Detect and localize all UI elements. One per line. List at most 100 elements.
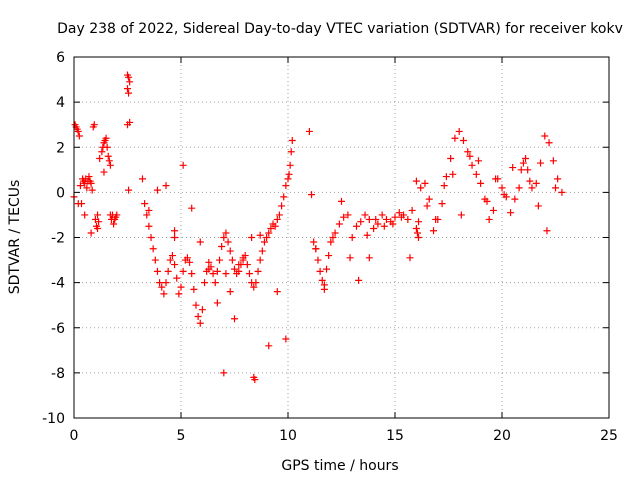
data-point-marker	[147, 234, 155, 241]
y-tick-label: 6	[56, 50, 65, 66]
data-point-marker	[254, 267, 262, 275]
data-point-marker	[220, 234, 228, 241]
data-point-marker	[421, 179, 429, 187]
plot-frame	[73, 56, 610, 419]
data-point-marker	[522, 155, 530, 163]
data-point-marker	[96, 155, 104, 163]
data-point-marker	[216, 256, 224, 264]
data-point-marker	[280, 193, 288, 201]
data-point-marker	[201, 279, 209, 287]
data-point-marker	[125, 73, 133, 81]
data-point-marker	[395, 209, 403, 217]
data-point-marker	[267, 224, 275, 232]
data-point-marker	[537, 159, 545, 167]
data-point-marker	[288, 136, 296, 144]
data-point-marker	[224, 238, 232, 246]
data-point-marker	[265, 229, 273, 237]
data-point-marker	[477, 179, 485, 187]
data-point-marker	[98, 148, 106, 156]
data-point-marker	[451, 134, 459, 142]
y-axis-label: SDTVAR / TECUs	[7, 180, 23, 295]
data-point-marker	[88, 186, 96, 194]
data-point-marker	[338, 197, 345, 205]
data-point-marker	[278, 202, 286, 210]
data-point-marker	[105, 157, 113, 165]
data-point-marker	[308, 191, 316, 199]
data-point-marker	[370, 224, 378, 232]
data-point-marker	[125, 186, 133, 194]
data-point-marker	[275, 211, 283, 219]
data-point-marker	[558, 188, 566, 196]
data-point-marker	[404, 215, 412, 223]
data-point-marker	[489, 206, 497, 214]
data-point-marker	[485, 215, 493, 223]
data-point-marker	[352, 222, 360, 230]
data-point-marker	[541, 132, 549, 140]
data-point-marker	[357, 218, 365, 226]
y-tick-label: -10	[42, 411, 65, 427]
data-point-marker	[382, 215, 390, 223]
data-point-marker	[192, 301, 200, 309]
data-point-marker	[515, 184, 523, 192]
data-point-marker	[151, 256, 159, 264]
data-point-marker	[164, 267, 172, 275]
chart-title: Day 238 of 2022, Sidereal Day-to-day VTE…	[57, 21, 623, 37]
data-point-marker	[519, 159, 527, 167]
data-point-marker	[145, 206, 153, 214]
data-point-marker	[250, 283, 258, 291]
data-point-marker	[256, 231, 264, 239]
data-point-marker	[196, 238, 204, 246]
data-point-marker	[143, 211, 151, 219]
data-point-marker	[74, 200, 82, 208]
data-point-marker	[380, 222, 388, 230]
data-point-marker	[323, 265, 331, 273]
data-point-marker	[106, 161, 114, 169]
y-tick-label: 2	[56, 140, 65, 156]
data-point-marker	[218, 243, 226, 251]
y-tick-label: -2	[51, 231, 65, 247]
data-point-marker	[194, 312, 202, 320]
data-point-marker	[492, 175, 500, 183]
data-point-marker	[222, 229, 230, 237]
data-point-marker	[175, 290, 183, 298]
data-point-marker	[87, 179, 95, 187]
data-point-marker	[391, 213, 399, 221]
data-point-marker	[457, 211, 465, 219]
data-point-marker	[325, 252, 333, 260]
data-point-marker	[335, 220, 343, 228]
data-point-marker	[265, 342, 273, 350]
data-point-marker	[361, 211, 369, 219]
data-point-marker	[125, 89, 133, 97]
x-tick-label: 5	[177, 428, 186, 444]
data-point-marker	[156, 279, 164, 287]
data-point-marker	[287, 148, 295, 156]
data-point-marker	[235, 267, 243, 275]
data-point-marker	[472, 170, 480, 178]
data-point-marker	[188, 204, 196, 212]
data-point-marker	[226, 247, 234, 255]
data-point-marker	[412, 177, 420, 185]
data-point-marker	[179, 267, 187, 275]
data-point-marker	[526, 177, 534, 185]
data-point-marker	[284, 175, 292, 183]
data-point-marker	[198, 306, 206, 314]
data-point-marker	[524, 166, 532, 174]
data-point-marker	[327, 238, 335, 246]
data-point-marker	[220, 369, 228, 377]
data-point-marker	[186, 258, 194, 266]
data-point-marker	[83, 184, 91, 192]
x-tick-label: 10	[279, 428, 297, 444]
data-point-marker	[149, 245, 157, 253]
data-point-marker	[231, 315, 238, 323]
data-point-marker	[344, 211, 352, 219]
data-point-marker	[511, 195, 519, 203]
data-point-marker	[415, 218, 423, 226]
data-point-marker	[374, 220, 382, 228]
data-point-marker	[318, 276, 326, 284]
data-point-marker	[75, 132, 83, 140]
data-point-marker	[85, 173, 93, 181]
data-point-marker	[145, 222, 153, 230]
data-point-marker	[509, 164, 517, 172]
data-point-marker	[228, 256, 236, 264]
data-point-marker	[412, 224, 420, 232]
